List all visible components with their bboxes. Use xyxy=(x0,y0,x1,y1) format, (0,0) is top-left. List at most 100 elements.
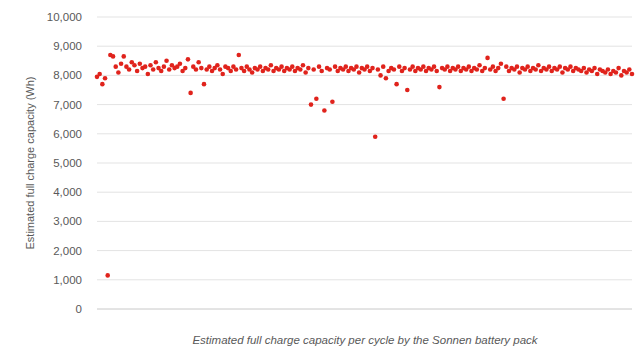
point xyxy=(405,88,410,93)
point xyxy=(250,70,255,75)
point xyxy=(533,67,538,72)
point xyxy=(432,64,437,69)
point xyxy=(306,66,311,71)
grid-line xyxy=(97,309,632,310)
y-tick-label: 5,000 xyxy=(53,157,82,169)
y-tick-label: 1,000 xyxy=(53,274,82,286)
grid-line xyxy=(97,17,632,18)
point xyxy=(327,67,332,72)
grid-line xyxy=(97,279,632,280)
point xyxy=(186,57,191,62)
point xyxy=(483,66,488,71)
point xyxy=(279,64,284,69)
point xyxy=(630,72,635,77)
point xyxy=(384,76,389,81)
point xyxy=(121,54,126,59)
point xyxy=(592,66,597,71)
point xyxy=(536,63,541,68)
y-tick-label: 6,000 xyxy=(53,128,82,140)
point xyxy=(103,76,108,81)
point xyxy=(188,91,193,96)
point xyxy=(392,67,397,72)
point xyxy=(309,102,314,107)
point xyxy=(138,61,143,66)
point xyxy=(557,64,562,69)
point xyxy=(290,64,295,69)
point xyxy=(475,67,480,72)
grid-line xyxy=(97,133,632,134)
point xyxy=(378,73,383,78)
point xyxy=(376,67,381,72)
point xyxy=(410,64,415,69)
point xyxy=(456,64,461,69)
point xyxy=(619,73,624,78)
point xyxy=(183,66,188,71)
point xyxy=(242,69,247,74)
point xyxy=(116,70,121,75)
point xyxy=(159,69,164,74)
point xyxy=(394,82,399,87)
point xyxy=(330,99,335,104)
point xyxy=(627,67,632,72)
point xyxy=(303,70,308,75)
point xyxy=(354,64,359,69)
point xyxy=(343,64,348,69)
point xyxy=(606,67,611,72)
y-tick-label: 7,000 xyxy=(53,99,82,111)
point xyxy=(437,85,442,90)
chart-title: Estimated full charge capacity per cycle… xyxy=(192,334,538,346)
point xyxy=(485,56,490,61)
grid-line xyxy=(97,75,632,76)
point xyxy=(496,66,501,71)
y-tick-label: 4,000 xyxy=(53,186,82,198)
point xyxy=(178,61,183,66)
point xyxy=(148,63,153,68)
point xyxy=(582,66,587,71)
point xyxy=(207,64,212,69)
point xyxy=(162,64,167,69)
point xyxy=(154,60,159,65)
point xyxy=(105,273,110,278)
point xyxy=(220,72,225,77)
point xyxy=(333,64,338,69)
point xyxy=(402,66,407,71)
point xyxy=(215,63,220,68)
point xyxy=(301,63,306,68)
y-tick-label: 9,000 xyxy=(53,40,82,52)
point xyxy=(194,67,199,72)
point xyxy=(119,61,124,66)
point xyxy=(269,63,274,68)
y-tick-label: 0 xyxy=(76,303,82,315)
grid-line xyxy=(97,163,632,164)
point xyxy=(202,82,207,87)
y-axis-label: Estimated full charge capacity (Wh) xyxy=(24,76,36,249)
point xyxy=(196,60,201,65)
point xyxy=(434,69,439,74)
y-tick-label: 2,000 xyxy=(53,245,82,257)
point xyxy=(357,70,362,75)
point xyxy=(236,53,241,58)
point xyxy=(298,67,303,72)
point xyxy=(317,64,322,69)
y-tick-label: 10,000 xyxy=(47,11,82,23)
point xyxy=(258,64,263,69)
grid-line xyxy=(97,104,632,105)
point xyxy=(445,64,450,69)
point xyxy=(370,66,375,71)
point xyxy=(421,64,426,69)
point xyxy=(234,67,239,72)
point xyxy=(113,64,118,69)
grid xyxy=(97,17,632,309)
point xyxy=(218,67,223,72)
point xyxy=(266,67,271,72)
grid-line xyxy=(97,221,632,222)
point xyxy=(365,64,370,69)
point xyxy=(127,67,132,72)
point xyxy=(515,64,520,69)
point xyxy=(146,72,151,77)
point xyxy=(560,70,565,75)
point xyxy=(547,64,552,69)
point xyxy=(373,134,378,139)
point xyxy=(517,70,522,75)
point xyxy=(151,67,156,72)
